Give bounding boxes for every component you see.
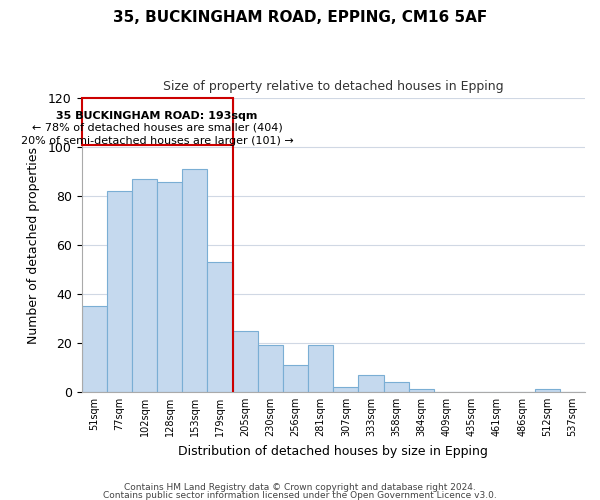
Bar	[258, 346, 283, 392]
Bar	[409, 390, 434, 392]
Text: ← 78% of detached houses are smaller (404): ← 78% of detached houses are smaller (40…	[32, 123, 283, 133]
Text: Contains HM Land Registry data © Crown copyright and database right 2024.: Contains HM Land Registry data © Crown c…	[124, 484, 476, 492]
Title: Size of property relative to detached houses in Epping: Size of property relative to detached ho…	[163, 80, 503, 93]
Bar	[383, 382, 409, 392]
Bar	[233, 331, 258, 392]
Bar	[82, 306, 107, 392]
Text: 20% of semi-detached houses are larger (101) →: 20% of semi-detached houses are larger (…	[21, 136, 293, 146]
Bar	[208, 262, 233, 392]
Bar	[283, 365, 308, 392]
Bar	[535, 390, 560, 392]
Text: 35 BUCKINGHAM ROAD: 193sqm: 35 BUCKINGHAM ROAD: 193sqm	[56, 110, 258, 120]
Bar	[358, 375, 383, 392]
Bar	[107, 192, 132, 392]
Bar	[334, 387, 358, 392]
Text: Contains public sector information licensed under the Open Government Licence v3: Contains public sector information licen…	[103, 490, 497, 500]
Y-axis label: Number of detached properties: Number of detached properties	[26, 146, 40, 344]
Bar	[308, 346, 334, 392]
Bar	[182, 170, 208, 392]
Bar	[132, 179, 157, 392]
Bar	[157, 182, 182, 392]
X-axis label: Distribution of detached houses by size in Epping: Distribution of detached houses by size …	[178, 444, 488, 458]
Bar	[82, 98, 233, 145]
Text: 35, BUCKINGHAM ROAD, EPPING, CM16 5AF: 35, BUCKINGHAM ROAD, EPPING, CM16 5AF	[113, 10, 487, 25]
